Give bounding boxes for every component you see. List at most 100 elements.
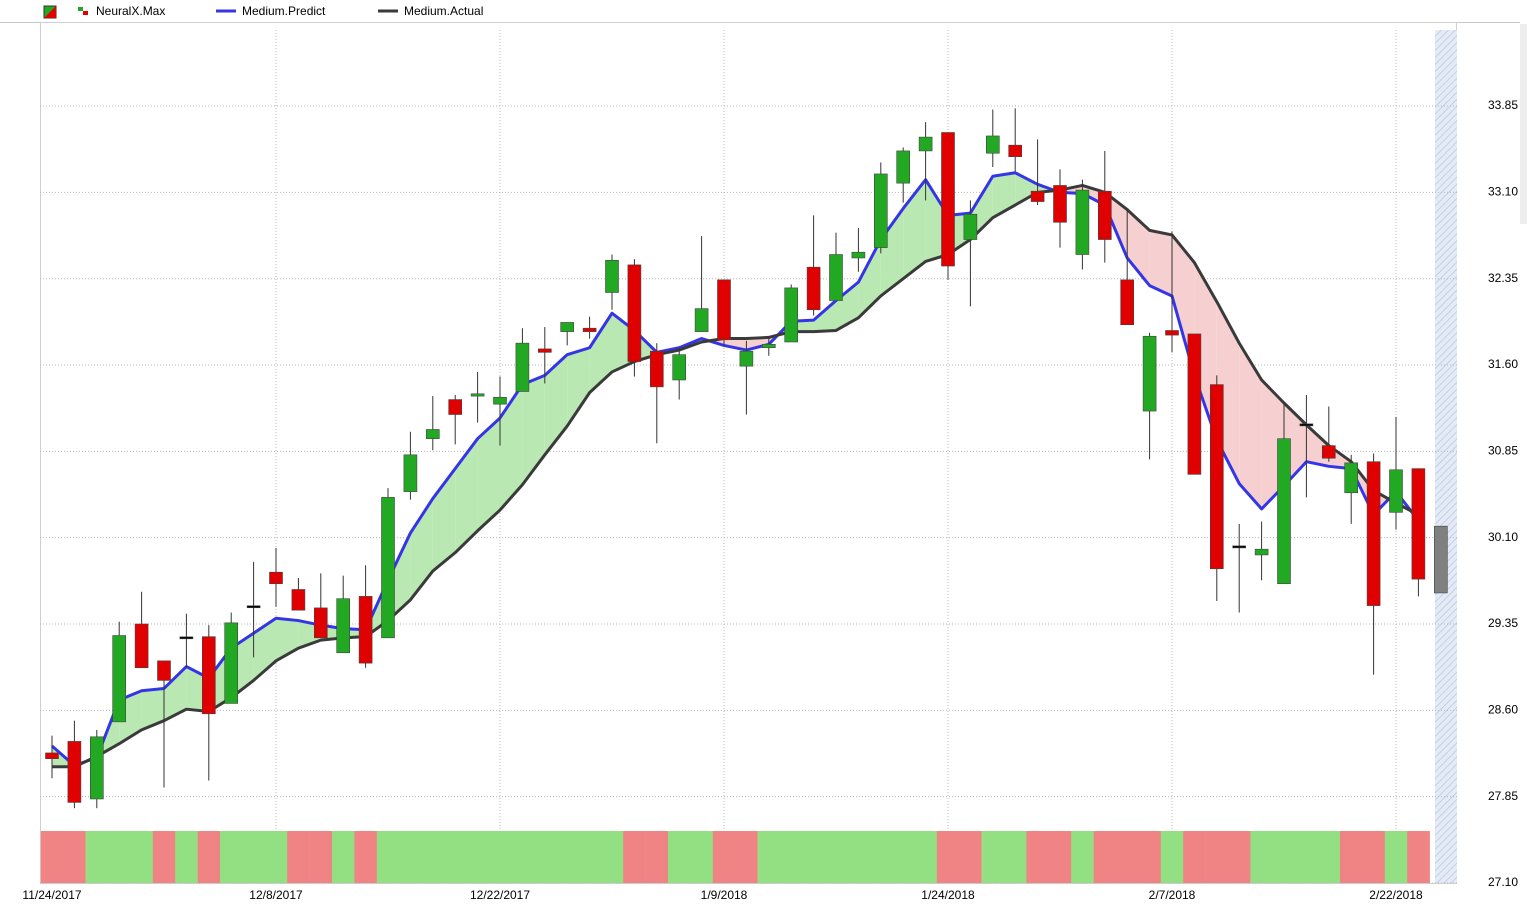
x-tick-label: 2/22/2018 (1369, 888, 1423, 902)
signal-block (242, 831, 266, 883)
candle-body (896, 150, 911, 184)
signal-block (399, 831, 422, 883)
candle-body (1187, 333, 1202, 475)
candle-body (963, 213, 978, 240)
plot-layer: 27.10 27.85 28.60 29.35 30.10 30.85 31.60 32.35… (22, 30, 1518, 902)
spread-fill (1149, 230, 1172, 296)
candle-body (470, 393, 485, 397)
signal-block (959, 831, 982, 883)
spread-fill (992, 172, 1016, 218)
spread-fill (141, 688, 164, 730)
candle-body (1120, 279, 1134, 326)
signal-block (108, 831, 131, 883)
candle-body (1008, 144, 1023, 157)
spread-fill (589, 313, 612, 393)
signal-block (40, 831, 64, 883)
signal-block (735, 831, 758, 883)
chart-icon (43, 5, 57, 19)
signal-block (1160, 831, 1184, 883)
signal-block (1228, 831, 1251, 883)
candle-body (918, 136, 933, 152)
signal-block (264, 831, 288, 883)
candle-body (313, 607, 328, 639)
signal-block (600, 831, 624, 883)
spread-fill (880, 208, 904, 296)
spread-fill (544, 354, 568, 455)
signal-block (556, 831, 579, 883)
spread-fill (567, 347, 590, 427)
candle-body (605, 259, 619, 293)
y-tick-label: 28.60 (1488, 703, 1518, 717)
legend-swatch (78, 7, 83, 11)
spread-fill (746, 337, 769, 351)
candle-body (403, 454, 418, 492)
signal-block (668, 831, 691, 883)
signal-block (1093, 831, 1117, 883)
candle-body (1142, 335, 1157, 412)
candle-body (515, 342, 530, 392)
signal-block (757, 831, 781, 883)
signal-block (914, 831, 938, 883)
candle-body (739, 350, 754, 367)
spread-fill (410, 498, 433, 600)
candle-body (246, 605, 261, 609)
signal-block (488, 831, 512, 883)
legend-item: Medium.Predict (216, 4, 326, 18)
candle-body (717, 279, 731, 340)
legend-label: Medium.Predict (242, 4, 326, 18)
y-tick-label: 33.10 (1488, 185, 1518, 199)
signal-block (892, 831, 915, 883)
candle-body (67, 741, 82, 803)
candle-body (985, 135, 1000, 154)
y-tick-label: 32.35 (1488, 271, 1518, 285)
legend-label: Medium.Actual (404, 4, 483, 18)
signal-block (1272, 831, 1296, 883)
signal-block (287, 831, 310, 883)
signal-block (421, 831, 445, 883)
signal-block (220, 831, 243, 883)
spread-fill (522, 375, 545, 485)
spread-fill (724, 338, 747, 351)
candle-body (291, 589, 306, 611)
signal-block (802, 831, 826, 883)
legend-item: NeuralX.Max (78, 4, 165, 18)
y-tick-label: 27.85 (1488, 789, 1518, 803)
signal-block (1384, 831, 1408, 883)
spread-fill (1127, 209, 1150, 286)
candle-body (224, 622, 238, 704)
signal-block (1295, 831, 1318, 883)
signal-block (1362, 831, 1386, 883)
candle-body (1030, 190, 1045, 202)
y-tick-label: 33.85 (1488, 98, 1518, 112)
signal-block (1026, 831, 1050, 883)
spread-fill (836, 282, 859, 331)
signal-block (309, 831, 333, 883)
candle-body (45, 752, 59, 759)
candle-body (1053, 185, 1067, 223)
spread-fill (164, 666, 187, 721)
candle-body (694, 308, 709, 332)
candle-body (1389, 469, 1403, 513)
candle-body (381, 497, 395, 639)
scrollbar[interactable] (1520, 24, 1527, 224)
y-tick-label: 30.85 (1488, 444, 1518, 458)
candle-body (269, 571, 283, 585)
y-tick-label: 29.35 (1488, 616, 1518, 630)
candle-body (1232, 545, 1246, 549)
y-tick-label: 30.10 (1488, 530, 1518, 544)
signal-block (1116, 831, 1139, 883)
candle-body (448, 399, 463, 415)
signal-block (1317, 831, 1341, 883)
legend-item: Medium.Actual (378, 4, 483, 18)
candle-body (90, 736, 104, 800)
signal-block (623, 831, 646, 883)
candle-body (1366, 461, 1381, 606)
spread-fill (1239, 343, 1262, 509)
candle-body (806, 266, 821, 311)
spread-fill (1015, 172, 1038, 206)
signal-block (533, 831, 557, 883)
signal-block (511, 831, 534, 883)
signal-block (712, 831, 736, 883)
signal-block (869, 831, 893, 883)
